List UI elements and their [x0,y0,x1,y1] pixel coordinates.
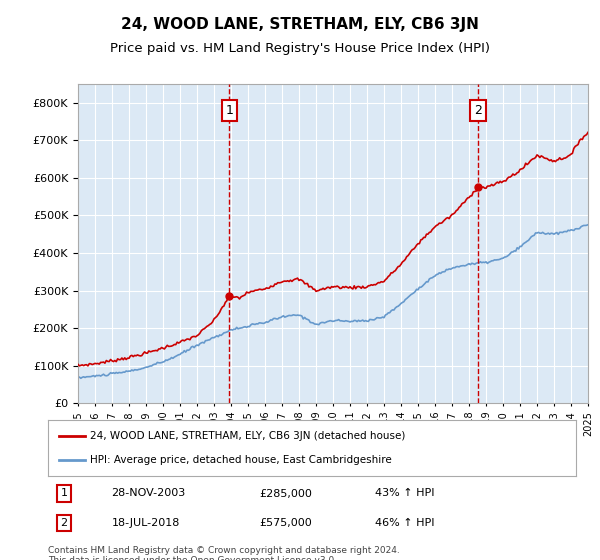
Text: 2: 2 [474,104,482,117]
Text: HPI: Average price, detached house, East Cambridgeshire: HPI: Average price, detached house, East… [90,455,392,465]
Text: 1: 1 [226,104,233,117]
Text: Contains HM Land Registry data © Crown copyright and database right 2024.
This d: Contains HM Land Registry data © Crown c… [48,546,400,560]
Text: 43% ↑ HPI: 43% ↑ HPI [376,488,435,498]
Text: 24, WOOD LANE, STRETHAM, ELY, CB6 3JN (detached house): 24, WOOD LANE, STRETHAM, ELY, CB6 3JN (d… [90,431,406,441]
Text: £575,000: £575,000 [259,518,312,528]
Text: 46% ↑ HPI: 46% ↑ HPI [376,518,435,528]
Text: 28-NOV-2003: 28-NOV-2003 [112,488,185,498]
Text: 1: 1 [61,488,67,498]
Text: £285,000: £285,000 [259,488,312,498]
Text: 24, WOOD LANE, STRETHAM, ELY, CB6 3JN: 24, WOOD LANE, STRETHAM, ELY, CB6 3JN [121,17,479,32]
Text: 2: 2 [60,518,67,528]
Text: Price paid vs. HM Land Registry's House Price Index (HPI): Price paid vs. HM Land Registry's House … [110,42,490,55]
Text: 18-JUL-2018: 18-JUL-2018 [112,518,180,528]
